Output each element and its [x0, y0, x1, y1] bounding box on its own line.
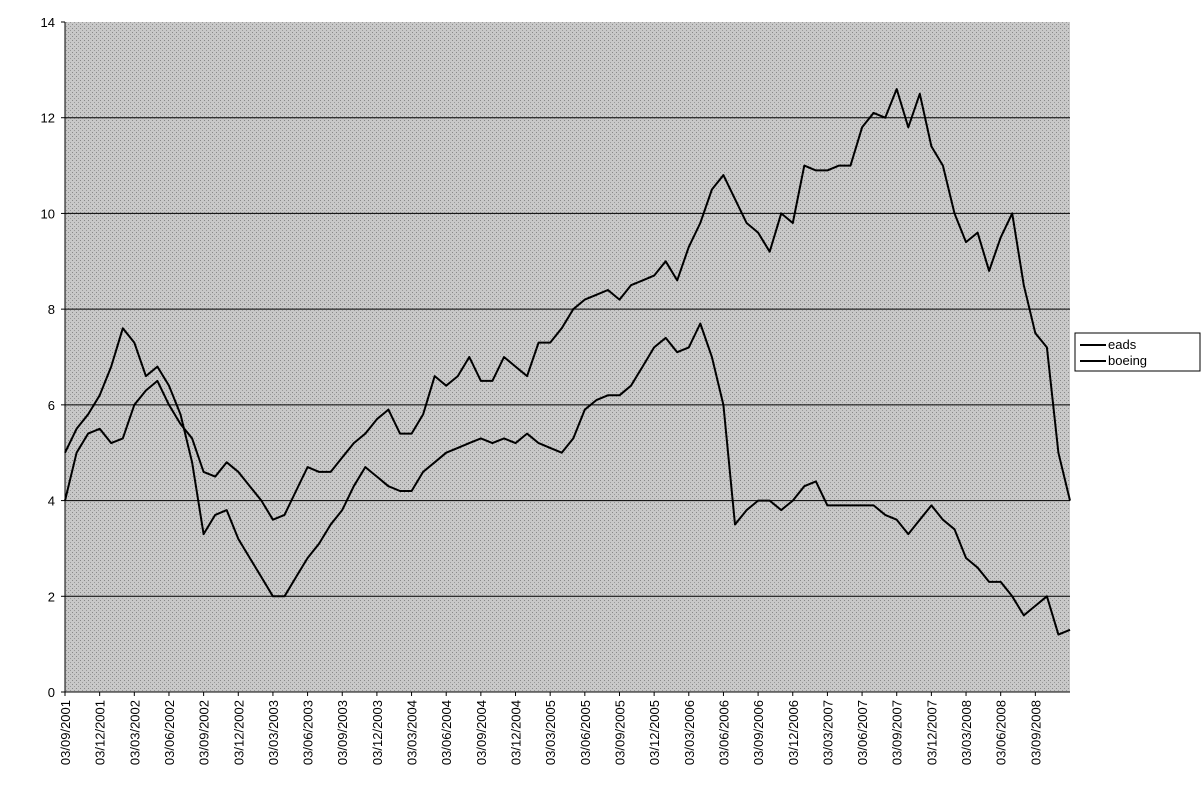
x-tick-label: 03/06/2003 [301, 700, 316, 765]
x-tick-label: 03/06/2006 [716, 700, 731, 765]
x-tick-label: 03/09/2003 [335, 700, 350, 765]
x-tick-label: 03/03/2004 [405, 700, 420, 765]
x-tick-label: 03/12/2003 [370, 700, 385, 765]
x-tick-label: 03/09/2005 [612, 700, 627, 765]
y-tick-label: 10 [41, 206, 55, 221]
x-tick-label: 03/06/2008 [994, 700, 1009, 765]
x-tick-label: 03/09/2007 [890, 700, 905, 765]
x-tick-label: 03/12/2006 [786, 700, 801, 765]
x-tick-label: 03/12/2005 [647, 700, 662, 765]
x-tick-label: 03/12/2002 [231, 700, 246, 765]
x-tick-label: 03/03/2005 [543, 700, 558, 765]
x-tick-label: 03/09/2006 [751, 700, 766, 765]
legend-label: eads [1108, 337, 1137, 352]
x-tick-label: 03/09/2001 [58, 700, 73, 765]
y-tick-label: 14 [41, 15, 55, 30]
legend-label: boeing [1108, 353, 1147, 368]
x-tick-label: 03/06/2007 [855, 700, 870, 765]
legend-box [1074, 332, 1201, 372]
plot-area [65, 22, 1070, 692]
x-tick-label: 03/12/2004 [509, 700, 524, 765]
series-line [64, 322, 1071, 636]
series-line [64, 88, 1071, 521]
y-tick-label: 8 [48, 302, 55, 317]
x-tick-label: 03/03/2008 [959, 700, 974, 765]
y-tick-label: 12 [41, 111, 55, 126]
x-tick-label: 03/09/2004 [474, 700, 489, 765]
x-tick-label: 03/09/2008 [1028, 700, 1043, 765]
x-tick-label: 03/03/2003 [266, 700, 281, 765]
x-tick-label: 03/06/2002 [162, 700, 177, 765]
y-tick-label: 4 [48, 494, 55, 509]
x-tick-label: 03/06/2005 [578, 700, 593, 765]
x-tick-label: 03/03/2006 [682, 700, 697, 765]
x-tick-label: 03/12/2001 [93, 700, 108, 765]
x-tick-label: 03/12/2007 [924, 700, 939, 765]
x-tick-label: 03/03/2002 [127, 700, 142, 765]
y-tick-label: 0 [48, 685, 55, 700]
x-tick-label: 03/06/2004 [439, 700, 454, 765]
x-tick-label: 03/03/2007 [820, 700, 835, 765]
y-tick-label: 2 [48, 589, 55, 604]
y-tick-label: 6 [48, 398, 55, 413]
x-tick-label: 03/09/2002 [197, 700, 212, 765]
